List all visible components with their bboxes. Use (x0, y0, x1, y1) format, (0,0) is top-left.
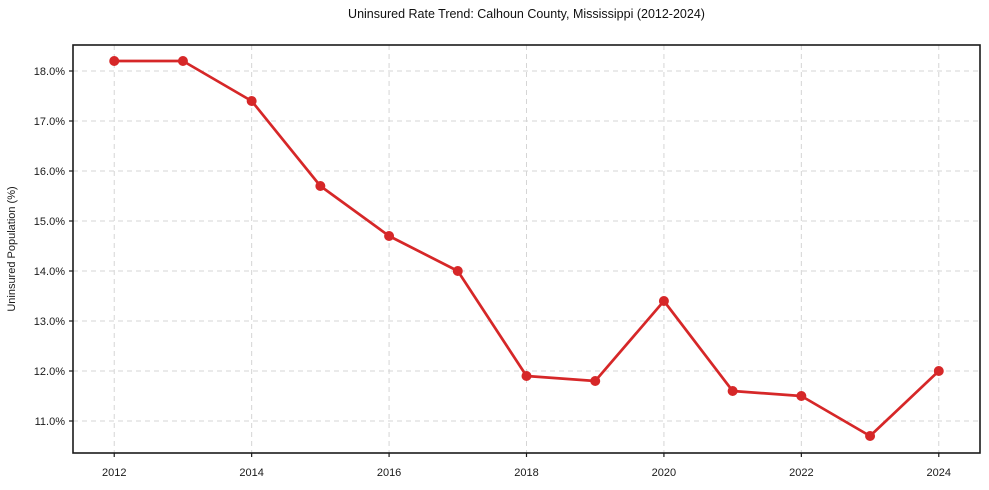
y-tick-label: 17.0% (34, 116, 65, 128)
data-point-marker (315, 181, 326, 191)
data-series (109, 56, 944, 441)
y-tick-label: 14.0% (34, 266, 65, 278)
y-tick-label: 16.0% (34, 166, 65, 178)
data-point-marker (109, 56, 120, 66)
y-tick-label: 18.0% (34, 66, 65, 78)
axes: 2012 2014 2016 2018 2020 2022 2024 11.0% 12.0% 13… (34, 44, 981, 479)
gridlines (73, 45, 980, 453)
x-tick-label: 2012 (102, 467, 126, 479)
x-tick-label: 2018 (514, 467, 538, 479)
data-point-marker (521, 371, 532, 381)
data-point-marker (727, 386, 738, 396)
data-point-marker (177, 56, 188, 66)
y-tick-label: 13.0% (34, 316, 65, 328)
data-point-marker (246, 96, 257, 106)
y-tick-label: 12.0% (34, 366, 65, 378)
y-tick-label: 11.0% (35, 416, 66, 428)
chart-title: Uninsured Rate Trend: Calhoun County, Mi… (348, 7, 705, 21)
plot-border (72, 44, 981, 454)
x-tick-label: 2014 (239, 467, 263, 479)
data-point-marker (796, 391, 807, 401)
data-point-marker (452, 266, 463, 276)
data-point-marker (590, 376, 601, 386)
data-point-marker (658, 296, 669, 306)
x-tick-label: 2020 (652, 467, 676, 479)
x-tick-label: 2016 (377, 467, 401, 479)
x-tick-label: 2022 (789, 467, 813, 479)
x-tick-label: 2024 (927, 467, 951, 479)
data-point-marker (865, 431, 876, 441)
data-point-marker (384, 231, 395, 241)
y-tick-label: 15.0% (34, 216, 65, 228)
data-point-marker (933, 366, 944, 376)
